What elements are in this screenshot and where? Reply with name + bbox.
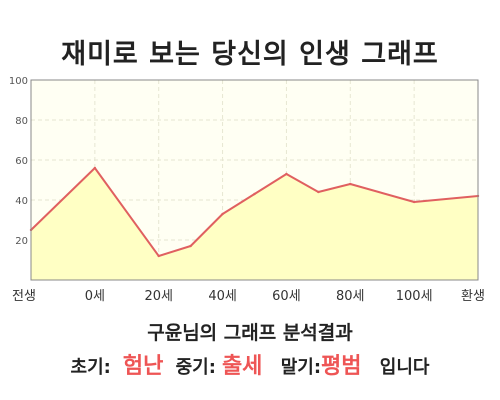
area-fill (31, 168, 478, 280)
x-tick-label: 20세 (144, 289, 173, 304)
x-tick-label: 60세 (272, 289, 301, 304)
data-point (412, 200, 416, 204)
data-point (189, 244, 192, 248)
late-label: 말기: (280, 357, 322, 378)
data-point (317, 190, 320, 194)
y-tick-label: 100 (9, 76, 28, 87)
x-tick-label: 0세 (85, 289, 105, 304)
y-tick-label: 80 (15, 116, 28, 127)
x-tick-label: 환생 (461, 289, 485, 304)
data-point (93, 166, 97, 170)
data-point (157, 254, 160, 258)
analysis-title: 구윤님의 그래프 분석결과 (147, 322, 353, 344)
y-tick-label: 20 (15, 236, 28, 247)
ending-text: 입니다 (379, 357, 430, 378)
middle-label: 중기: (175, 357, 216, 378)
early-label: 초기: (70, 357, 111, 378)
plot-border (30, 79, 479, 281)
early-value: 험난 (122, 354, 164, 379)
y-tick-label: 60 (15, 156, 28, 167)
y-tick-label: 40 (15, 196, 28, 207)
x-tick-label: 80세 (336, 289, 365, 304)
x-tick-label: 전생 (12, 289, 36, 304)
middle-value: 출세 (221, 354, 263, 379)
data-point (349, 182, 352, 186)
x-tick-label: 40세 (208, 289, 237, 304)
data-point (221, 212, 224, 216)
chart-title: 재미로 보는 당신의 인생 그래프 (61, 39, 439, 70)
x-tick-label: 100세 (396, 289, 433, 304)
data-point (253, 192, 256, 196)
late-value: 평범 (321, 354, 362, 379)
data-point (285, 172, 288, 176)
analysis-result: 초기: 험난 중기: 출세 말기:평범 입니다 (0, 348, 500, 380)
